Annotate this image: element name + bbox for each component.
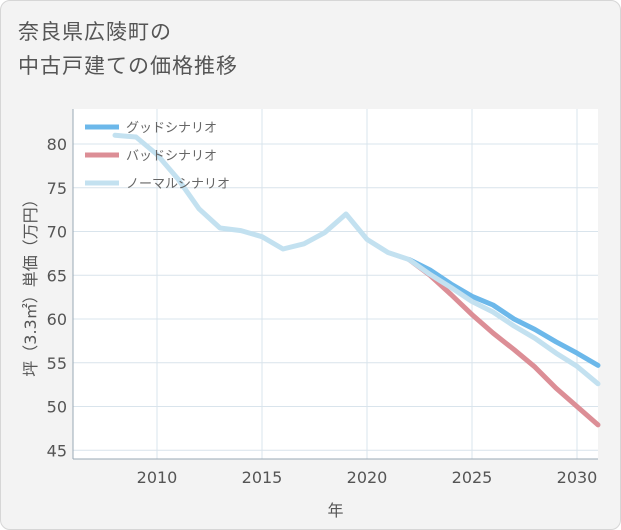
y-tick-label: 50	[47, 398, 67, 417]
x-tick-label: 2030	[557, 468, 598, 487]
legend-label: ノーマルシナリオ	[126, 177, 230, 192]
series-line	[406, 257, 601, 428]
x-axis-label: 年	[327, 501, 343, 520]
legend-label: グッドシナリオ	[126, 121, 217, 136]
series-line	[406, 257, 601, 368]
x-tick-label: 2025	[452, 468, 493, 487]
series-line	[112, 132, 601, 387]
y-tick-label: 80	[47, 135, 67, 154]
x-tick-label: 2015	[242, 468, 283, 487]
y-tick-label: 75	[47, 179, 67, 198]
x-tick-label: 2020	[347, 468, 388, 487]
y-tick-label: 60	[47, 310, 67, 329]
legend-label: バッドシナリオ	[126, 149, 217, 164]
y-tick-label: 70	[47, 223, 67, 242]
y-tick-label: 55	[47, 354, 67, 373]
x-tick-label: 2010	[137, 468, 178, 487]
y-tick-label: 65	[47, 266, 67, 285]
plot-area	[73, 109, 598, 459]
y-axis-label: 坪（3.3㎡）単価（万円）	[21, 191, 40, 376]
y-tick-label: 45	[47, 441, 67, 460]
chart-title: 奈良県広陵町の 中古戸建ての価格推移	[18, 20, 238, 78]
